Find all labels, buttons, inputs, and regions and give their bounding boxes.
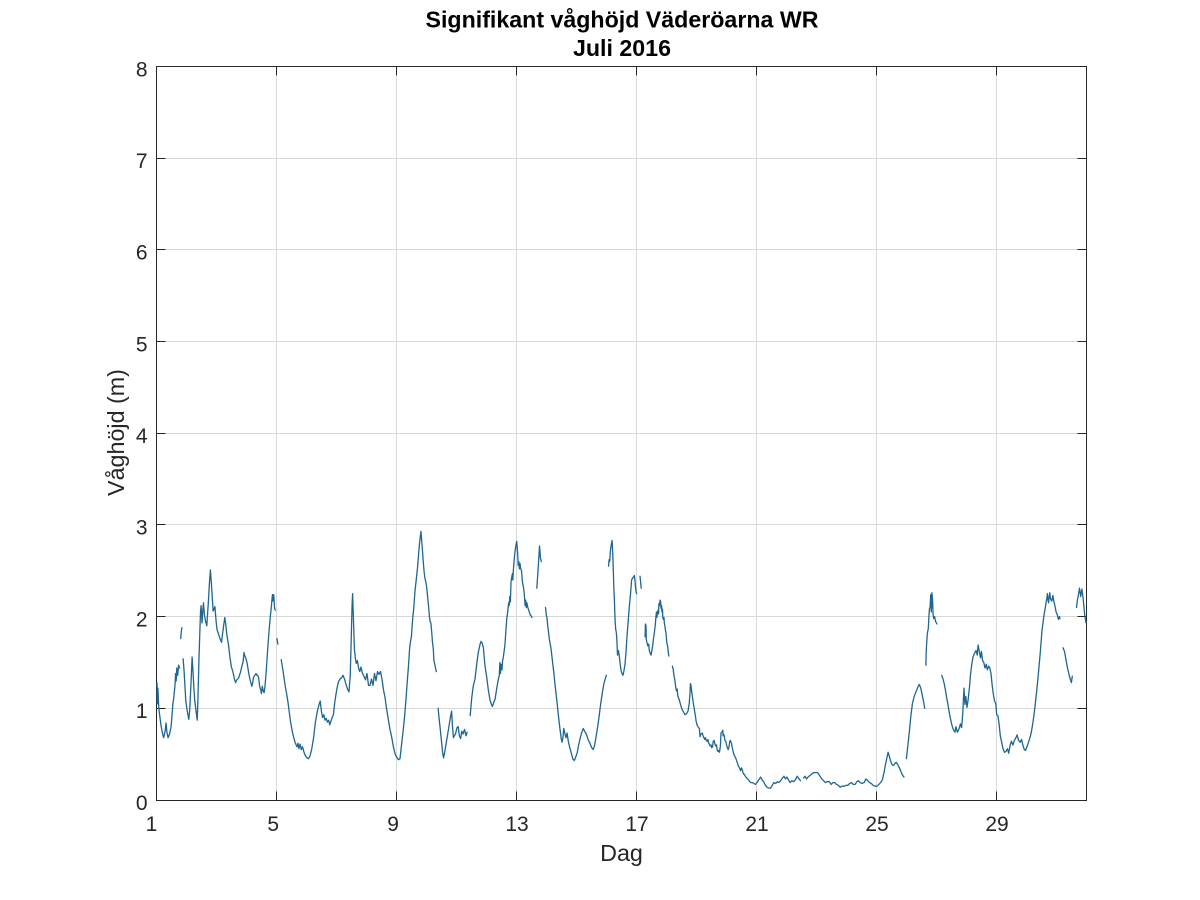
svg-text:1: 1 — [136, 700, 148, 723]
svg-text:17: 17 — [625, 813, 648, 836]
svg-text:Juli 2016: Juli 2016 — [573, 35, 671, 61]
svg-text:5: 5 — [136, 333, 148, 356]
svg-text:1: 1 — [146, 813, 158, 836]
svg-text:6: 6 — [136, 242, 148, 265]
svg-text:8: 8 — [136, 58, 148, 81]
svg-text:3: 3 — [136, 517, 148, 540]
svg-text:13: 13 — [505, 813, 528, 836]
svg-text:25: 25 — [865, 813, 888, 836]
svg-text:Signifikant våghöjd Väderöarna: Signifikant våghöjd Väderöarna WR — [426, 7, 819, 33]
svg-text:9: 9 — [387, 813, 399, 836]
svg-text:0: 0 — [136, 792, 148, 815]
svg-text:4: 4 — [136, 425, 148, 448]
svg-text:7: 7 — [136, 150, 148, 173]
svg-text:2: 2 — [136, 608, 148, 631]
svg-text:Dag: Dag — [600, 840, 643, 866]
svg-text:Våghöjd (m): Våghöjd (m) — [103, 369, 129, 496]
svg-text:29: 29 — [985, 813, 1008, 836]
svg-text:5: 5 — [267, 813, 279, 836]
svg-text:21: 21 — [745, 813, 768, 836]
